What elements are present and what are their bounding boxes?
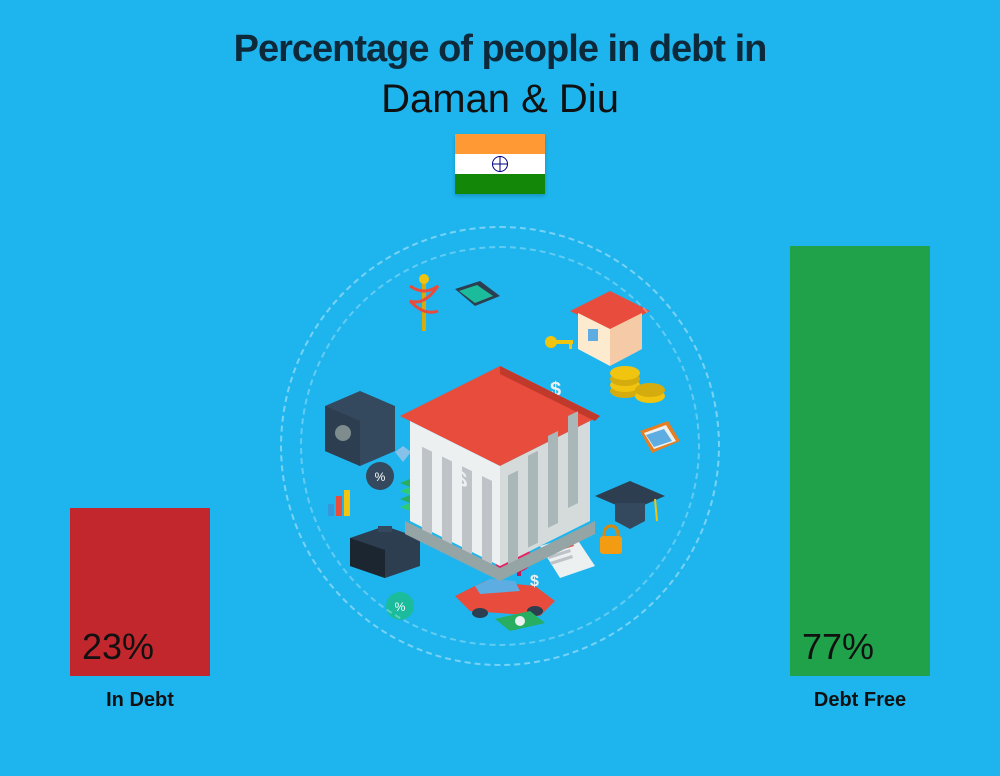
subtitle: Daman & Diu	[0, 77, 1000, 122]
bar-debt-free-label: Debt Free	[760, 689, 960, 712]
bar-in-debt-rect: 23%	[70, 508, 210, 676]
finance-illustration: % % $ $	[280, 226, 720, 666]
main-title: Percentage of people in debt in	[0, 0, 1000, 71]
bar-in-debt-value: 23%	[82, 626, 154, 668]
flag-white	[455, 154, 545, 174]
flag-green	[455, 174, 545, 194]
bar-in-debt: 23%	[70, 508, 210, 676]
bar-debt-free-value: 77%	[802, 626, 874, 668]
chart-area: 23% In Debt 77% Debt Free	[0, 206, 1000, 726]
bar-debt-free: 77%	[790, 246, 930, 676]
india-flag-icon	[455, 134, 545, 194]
bar-in-debt-label: In Debt	[40, 689, 240, 712]
bar-debt-free-rect: 77%	[790, 246, 930, 676]
flag-saffron	[455, 134, 545, 154]
decorative-ring-inner-icon	[300, 246, 700, 646]
ashoka-chakra-icon	[492, 156, 508, 172]
